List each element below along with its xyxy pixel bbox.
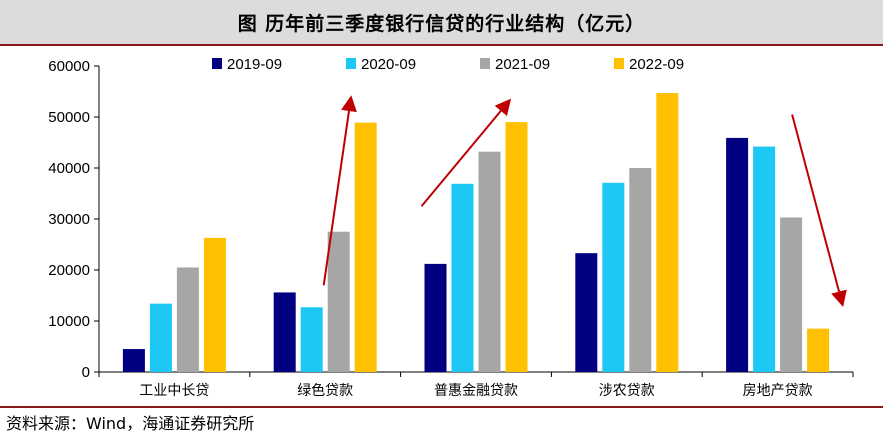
- legend-swatch: [480, 58, 490, 69]
- up-arrow: [322, 95, 357, 286]
- bar: [505, 122, 528, 372]
- bars: [122, 93, 830, 372]
- bar-chart: 0 10000 20000 30000 40000 50000 60000 工业中长贷 绿色贷款…: [48, 56, 854, 399]
- y-tick-label: 60000: [48, 58, 90, 75]
- y-tick-label: 30000: [48, 211, 90, 228]
- legend-label: 2020-09: [361, 56, 416, 73]
- bar: [300, 307, 323, 372]
- bar: [656, 93, 679, 372]
- bar: [451, 183, 474, 372]
- bar: [575, 253, 598, 372]
- legend-label: 2021-09: [495, 56, 550, 73]
- y-tick-label: 40000: [48, 160, 90, 177]
- x-tick-label: 工业中长贷: [139, 383, 209, 399]
- y-tick-label: 50000: [48, 109, 90, 126]
- title-bar: 图 历年前三季度银行信贷的行业结构（亿元）: [0, 0, 883, 44]
- bar: [273, 292, 296, 372]
- bar: [149, 303, 172, 372]
- bar: [807, 328, 830, 372]
- bar: [780, 217, 803, 372]
- legend-swatch: [614, 58, 624, 69]
- trend-arrows: [322, 95, 847, 308]
- legend-label: 2022-09: [629, 56, 684, 73]
- bar: [478, 151, 501, 372]
- y-tick-label: 0: [82, 364, 90, 381]
- bar: [176, 267, 199, 372]
- x-tick-label: 涉农贷款: [599, 383, 655, 399]
- y-tick-label: 20000: [48, 262, 90, 279]
- source-divider: [0, 406, 883, 408]
- x-tick-label: 房地产贷款: [743, 383, 813, 399]
- bar: [424, 263, 447, 372]
- y-tick-label: 10000: [48, 313, 90, 330]
- x-tick-label: 绿色贷款: [297, 382, 353, 399]
- down-arrow: [791, 114, 847, 308]
- legend-label: 2019-09: [227, 56, 282, 73]
- bar: [122, 349, 145, 372]
- chart-title: 图 历年前三季度银行信贷的行业结构（亿元）: [237, 12, 646, 35]
- legend: 2019-09 2020-09 2021-09 2022-09: [212, 56, 684, 73]
- title-divider: [0, 44, 883, 46]
- up-arrow: [420, 98, 512, 207]
- x-tick-label: 普惠金融贷款: [434, 383, 518, 399]
- bar: [629, 168, 652, 372]
- bar: [602, 182, 625, 372]
- bar: [726, 137, 749, 372]
- bar: [753, 146, 776, 372]
- bar: [354, 122, 377, 372]
- source-note: 资料来源：Wind，海通证券研究所: [6, 414, 255, 433]
- legend-swatch: [212, 58, 222, 69]
- bar: [203, 237, 226, 372]
- axes: 0 10000 20000 30000 40000 50000 60000 工业中长贷 绿色贷款…: [48, 58, 854, 399]
- legend-swatch: [346, 58, 356, 69]
- bar: [327, 231, 350, 372]
